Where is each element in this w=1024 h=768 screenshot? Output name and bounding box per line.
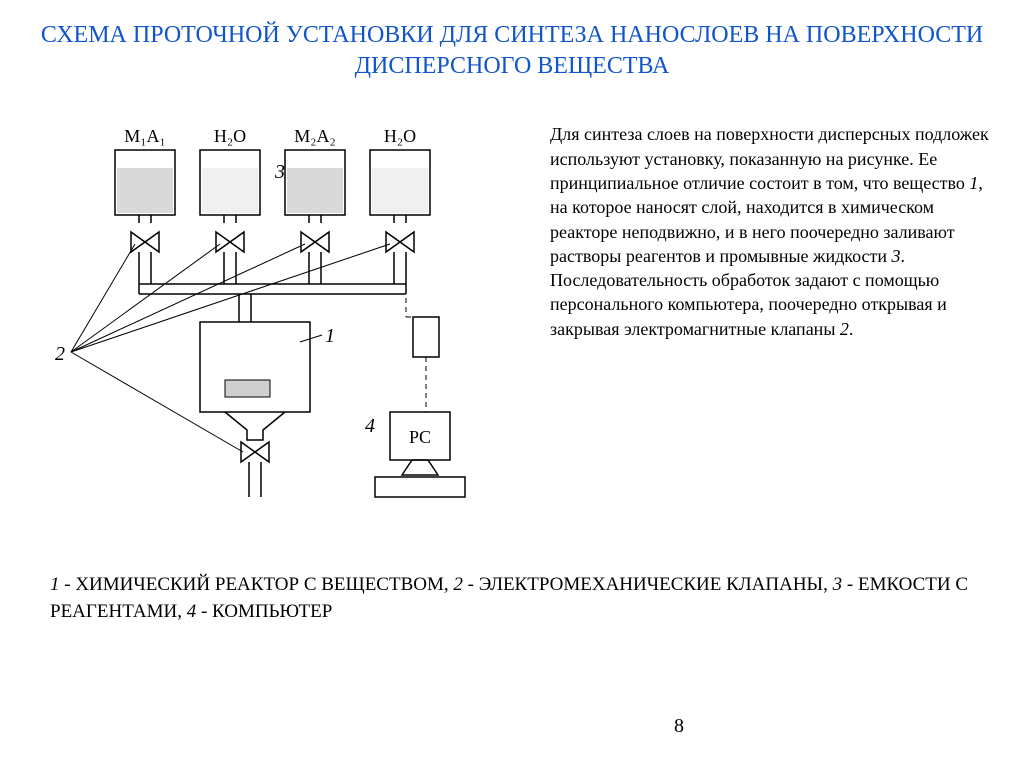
svg-text:2: 2 — [55, 343, 65, 365]
page-number: 8 — [674, 715, 684, 738]
svg-text:1: 1 — [325, 325, 335, 347]
legend-n2: 2 — [453, 574, 463, 595]
svg-text:PC: PC — [409, 427, 431, 447]
svg-text:4: 4 — [365, 415, 375, 437]
desc-p4: . — [849, 319, 854, 339]
svg-text:M₁A₁: M₁A₁ — [124, 126, 166, 146]
desc-i2: 2 — [840, 319, 849, 339]
flow-diagram: M₁A₁ H₂O M₂A₂ H₂O 3 1 2 PC 4 — [30, 122, 530, 552]
svg-text:H₂O: H₂O — [214, 126, 246, 146]
legend-t2: - ЭЛЕКТРОМЕХАНИЧЕСКИЕ КЛАПАНЫ, — [463, 574, 833, 595]
svg-text:H₂O: H₂O — [384, 126, 416, 146]
legend-n4: 4 — [187, 601, 197, 622]
desc-i3: 3 — [892, 246, 901, 266]
svg-text:3: 3 — [274, 161, 285, 183]
svg-text:M₂A₂: M₂A₂ — [294, 126, 336, 146]
legend-n1: 1 — [50, 574, 60, 595]
legend-n3: 3 — [833, 574, 843, 595]
desc-p1: Для синтеза слоев на поверхности дисперс… — [550, 124, 989, 193]
legend-t4: - КОМПЬЮТЕР — [196, 601, 332, 622]
legend: 1 - ХИМИЧЕСКИЙ РЕАКТОР С ВЕЩЕСТВОМ, 2 - … — [0, 552, 1024, 625]
description-text: Для синтеза слоев на поверхности дисперс… — [530, 122, 994, 552]
page-title: СХЕМА ПРОТОЧНОЙ УСТАНОВКИ ДЛЯ СИНТЕЗА НА… — [0, 0, 1024, 92]
legend-t1: - ХИМИЧЕСКИЙ РЕАКТОР С ВЕЩЕСТВОМ, — [60, 574, 454, 595]
